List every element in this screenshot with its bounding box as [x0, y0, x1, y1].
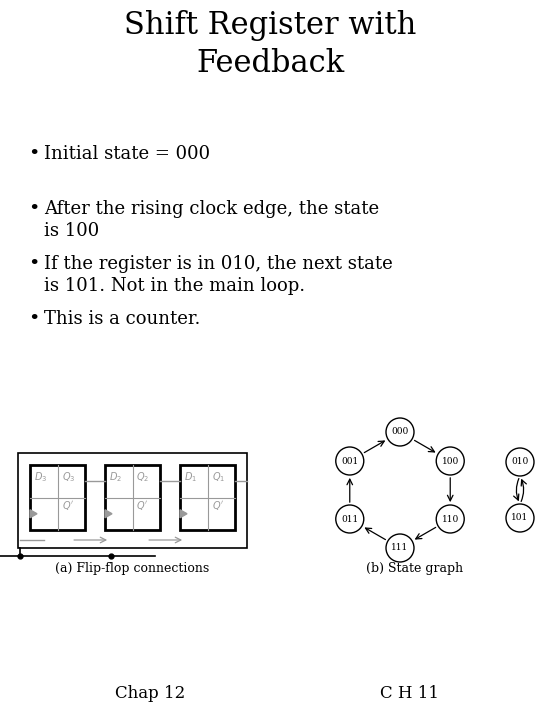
Text: •: •: [28, 310, 39, 328]
Text: (b) State graph: (b) State graph: [367, 562, 463, 575]
Text: •: •: [28, 145, 39, 163]
Polygon shape: [180, 510, 187, 518]
Polygon shape: [30, 510, 37, 518]
Text: Initial state = 000: Initial state = 000: [44, 145, 210, 163]
Text: This is a counter.: This is a counter.: [44, 310, 200, 328]
Text: $D_1$: $D_1$: [184, 470, 197, 484]
Text: 110: 110: [442, 515, 459, 523]
Text: $Q'$: $Q'$: [137, 500, 148, 513]
Text: 111: 111: [392, 544, 409, 552]
Text: Shift Register with
Feedback: Shift Register with Feedback: [124, 10, 416, 79]
Text: •: •: [28, 255, 39, 273]
Text: 010: 010: [511, 457, 529, 467]
Circle shape: [506, 448, 534, 476]
Circle shape: [386, 534, 414, 562]
Text: 001: 001: [341, 456, 359, 466]
Text: $Q_2$: $Q_2$: [137, 470, 150, 484]
Polygon shape: [105, 510, 112, 518]
Text: •: •: [28, 200, 39, 218]
Text: $Q_1$: $Q_1$: [212, 470, 225, 484]
Text: 101: 101: [511, 513, 529, 523]
Circle shape: [386, 418, 414, 446]
Text: (a) Flip-flop connections: (a) Flip-flop connections: [56, 562, 210, 575]
Circle shape: [436, 505, 464, 533]
Bar: [105, 465, 160, 530]
Text: After the rising clock edge, the state
is 100: After the rising clock edge, the state i…: [44, 200, 379, 240]
Circle shape: [336, 447, 364, 475]
Text: 000: 000: [392, 428, 409, 436]
Circle shape: [506, 504, 534, 532]
Text: 011: 011: [341, 515, 359, 523]
Text: If the register is in 010, the next state
is 101. Not in the main loop.: If the register is in 010, the next stat…: [44, 255, 393, 295]
Text: $Q_3$: $Q_3$: [62, 470, 75, 484]
Text: Chap 12: Chap 12: [115, 685, 185, 702]
Bar: [30, 465, 85, 530]
Text: 100: 100: [442, 456, 459, 466]
Bar: [18, 453, 247, 548]
Text: $Q'$: $Q'$: [212, 500, 224, 513]
Bar: [180, 465, 235, 530]
Circle shape: [436, 447, 464, 475]
Circle shape: [336, 505, 364, 533]
Text: $D_2$: $D_2$: [109, 470, 122, 484]
Text: $D_3$: $D_3$: [34, 470, 48, 484]
Text: $Q'$: $Q'$: [62, 500, 74, 513]
Text: C H 11: C H 11: [381, 685, 440, 702]
